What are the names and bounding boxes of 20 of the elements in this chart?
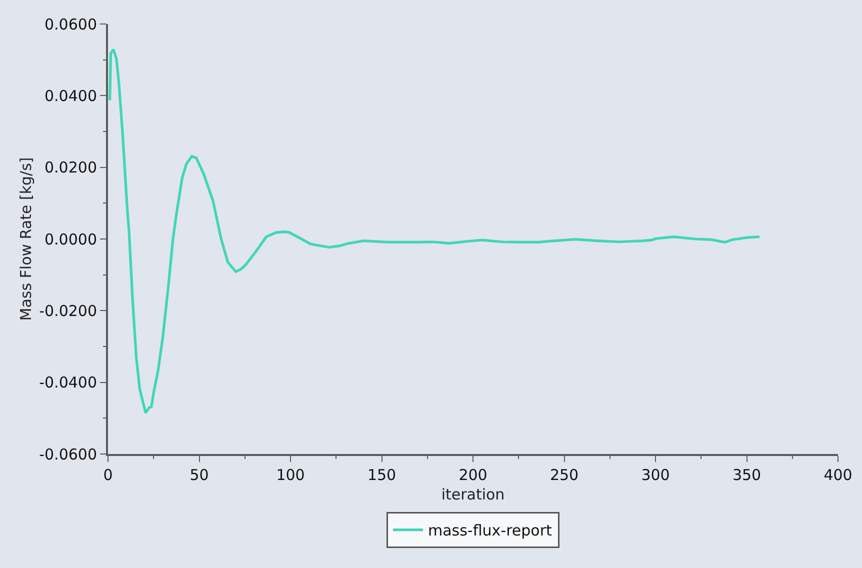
- x-tick-label: 300: [641, 466, 670, 484]
- y-tick-label: 0.0600: [44, 15, 97, 34]
- x-tick-label: 200: [458, 466, 488, 484]
- line-series: [108, 48, 761, 414]
- y-tick-label: 0.0200: [44, 158, 97, 177]
- x-axis-title: iteration: [441, 486, 505, 504]
- x-tick-label: 0: [103, 466, 113, 484]
- x-tick-label: 350: [732, 466, 762, 484]
- y-tick-label: 0.0000: [44, 230, 97, 248]
- y-tick-label: -0.0400: [39, 374, 97, 392]
- x-tick-label: 150: [367, 466, 396, 484]
- y-axis-title: Mass Flow Rate [kg/s]: [16, 157, 35, 321]
- y-tick-label: 0.0400: [44, 86, 97, 105]
- y-tick-label: -0.0600: [39, 445, 97, 464]
- y-tick-label: -0.0200: [39, 302, 97, 320]
- legend-label: mass-flux-report: [428, 522, 552, 540]
- x-tick-label: 250: [550, 466, 579, 484]
- x-tick-label: 100: [276, 466, 305, 484]
- x-tick-label: 50: [190, 466, 209, 484]
- x-tick-label: 400: [824, 466, 852, 484]
